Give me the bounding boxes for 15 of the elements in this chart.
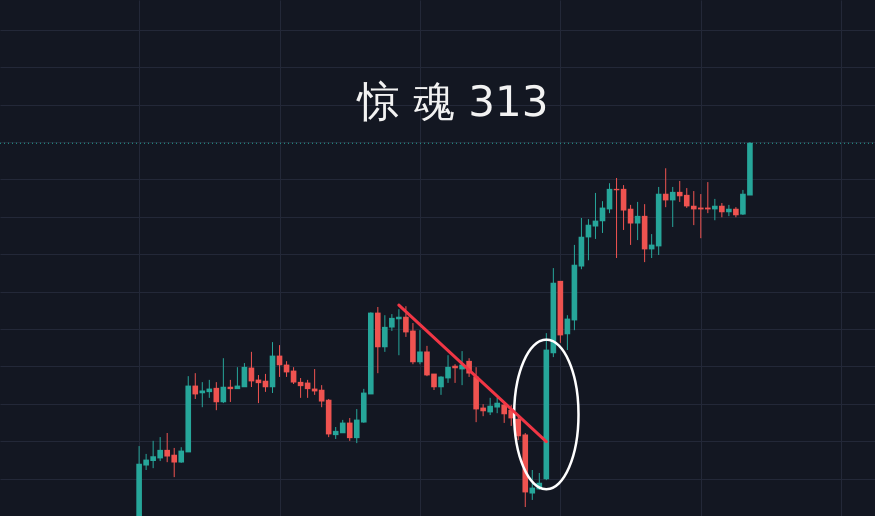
candlestick [214, 382, 220, 411]
candlestick [417, 330, 423, 365]
candlestick [670, 186, 676, 228]
candlestick [733, 206, 739, 218]
candlestick [719, 202, 725, 218]
candlestick [346, 418, 353, 442]
candlestick [452, 364, 458, 384]
candlestick [228, 379, 234, 402]
candlestick [634, 201, 640, 241]
candlestick [192, 372, 198, 400]
candlestick [712, 198, 718, 221]
candlestick [662, 168, 668, 208]
candlestick [726, 204, 732, 217]
chart-title: 惊 魂 313 [356, 77, 548, 126]
candlestick [220, 358, 226, 404]
